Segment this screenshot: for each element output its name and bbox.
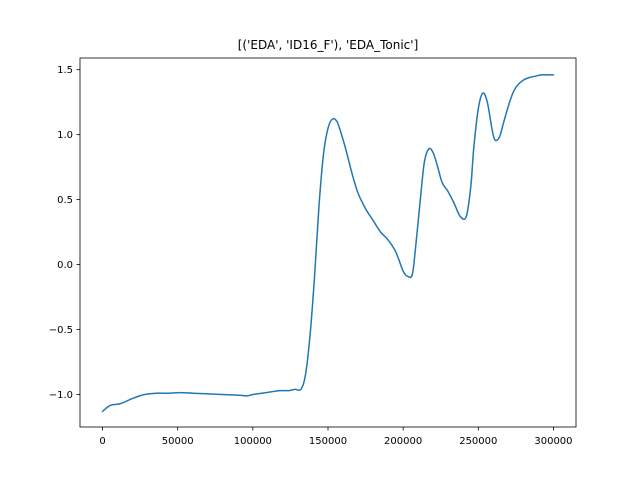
y-axis: −1.0 −0.5 0.0 0.5 1.0 1.5: [49, 65, 80, 401]
y-tick-label: 1.5: [57, 65, 73, 76]
plot-frame: [79, 57, 577, 428]
y-tick-label: −0.5: [49, 325, 73, 336]
x-tick-label: 150000: [309, 436, 347, 447]
x-tick-label: 200000: [384, 436, 422, 447]
x-tick-label: 100000: [234, 436, 272, 447]
chart-title: [('EDA', 'ID16_F'), 'EDA_Tonic']: [238, 38, 419, 52]
x-tick-label: 0: [99, 436, 105, 447]
x-tick-label: 50000: [162, 436, 194, 447]
y-tick-label: 0.0: [57, 260, 73, 271]
x-axis: 0 50000 100000 150000 200000 250000 300000: [99, 427, 573, 447]
y-tick-label: 1.0: [57, 130, 73, 141]
y-tick-label: −1.0: [49, 390, 73, 401]
y-tick-label: 0.5: [57, 195, 73, 206]
series-line: [101, 74, 555, 413]
x-tick-label: 250000: [459, 436, 497, 447]
x-tick-label: 300000: [534, 436, 572, 447]
